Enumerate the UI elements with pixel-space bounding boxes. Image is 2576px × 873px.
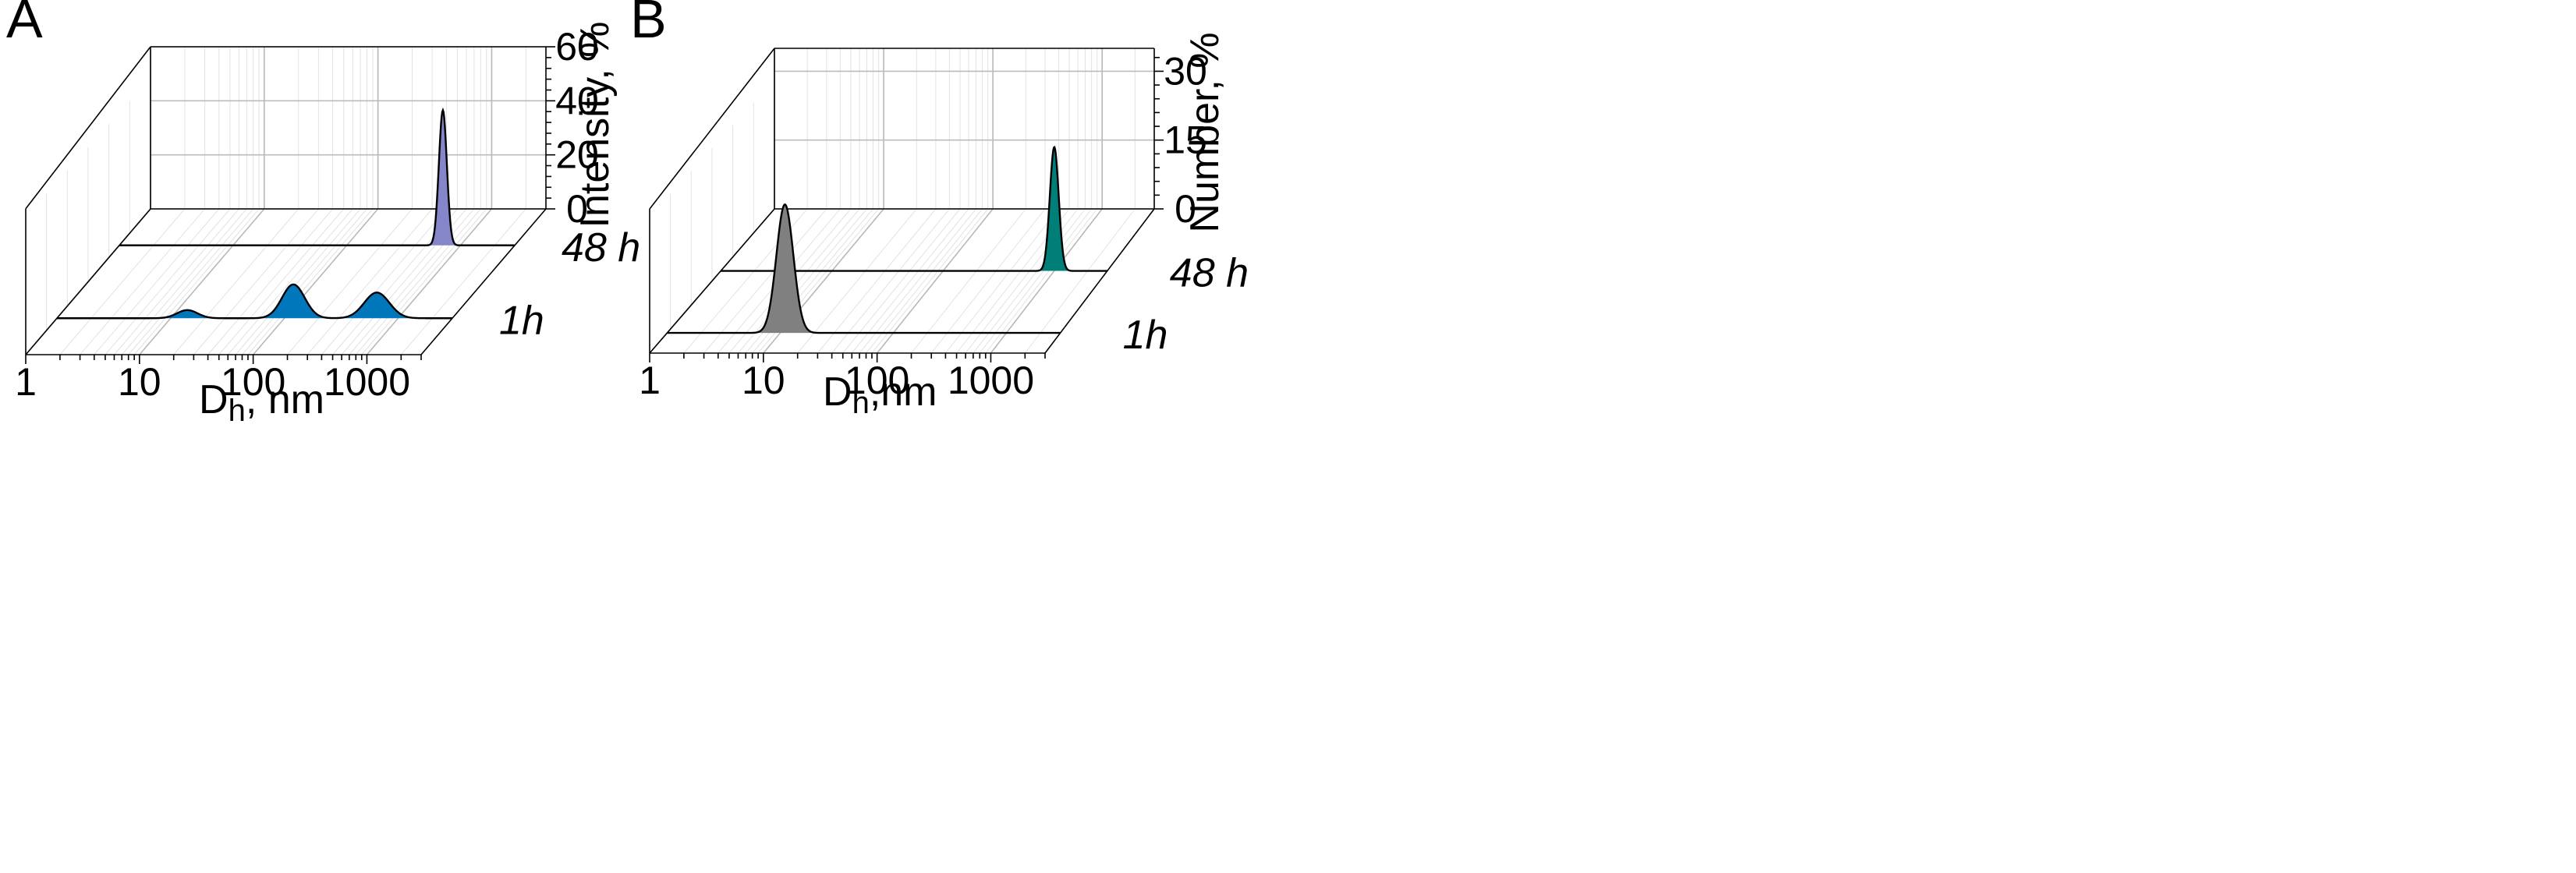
floor-grid-line xyxy=(114,208,239,355)
floor-grid-line xyxy=(306,208,433,355)
floor-grid-line xyxy=(400,208,526,355)
floor-grid-line xyxy=(817,208,937,354)
x-tick-label: 1000 xyxy=(324,360,410,404)
series-area-fill xyxy=(119,110,515,246)
floor-grid-line xyxy=(797,208,917,354)
floor-grid-line xyxy=(193,208,319,355)
series-line xyxy=(119,107,515,246)
floor-grid-line xyxy=(871,208,989,354)
x-axis-ticks xyxy=(25,355,422,364)
floor-grid-line xyxy=(851,208,969,354)
x-tick-label: 100 xyxy=(845,359,909,402)
floor-grid-line xyxy=(355,208,481,355)
y-tick-label: 20 xyxy=(555,133,599,177)
grid-lines xyxy=(649,48,1155,354)
x-tick-label: 10 xyxy=(118,360,161,404)
floor-grid-line xyxy=(321,208,447,355)
y-tick-label: 40 xyxy=(555,79,599,122)
x-axis-label-unit: ,nm xyxy=(870,369,937,415)
left-depth-edge xyxy=(649,208,775,354)
floor-grid-line xyxy=(703,208,827,354)
floor-grid-line xyxy=(128,208,254,355)
panel-letter: A xyxy=(6,0,43,49)
floor-grid-line xyxy=(366,208,493,355)
x-axis-label-main: D xyxy=(199,377,229,422)
floor-grid-line xyxy=(121,208,247,355)
floor-grid-line xyxy=(207,208,333,355)
floor-grid-line xyxy=(831,208,950,354)
floor-grid-line xyxy=(842,208,961,354)
y-tick-label: 30 xyxy=(1164,49,1207,93)
floor-grid-line xyxy=(985,208,1098,354)
floor-grid-line xyxy=(973,208,1086,354)
floor-grid-line xyxy=(139,208,265,355)
x-axis-label-subscript: h xyxy=(229,394,246,428)
side-top-edge xyxy=(649,48,775,210)
side-top-edge xyxy=(25,46,151,210)
right-depth-axis xyxy=(420,208,547,355)
floor-grid-line xyxy=(979,208,1092,354)
floor-grid-line xyxy=(1024,208,1136,354)
floor-grid-line xyxy=(930,208,1046,354)
axes-frame xyxy=(25,46,547,355)
left-depth-edge xyxy=(25,208,151,355)
floor-grid-line xyxy=(945,208,1059,354)
floor-grid-line xyxy=(287,208,413,355)
x-axis-label-main: D xyxy=(823,369,852,415)
y-tick-label: 60 xyxy=(555,25,599,69)
floor-grid-line xyxy=(866,208,983,354)
y-tick-label: 0 xyxy=(1175,187,1196,231)
series-label: 1h xyxy=(499,298,544,343)
series-label: 48 h xyxy=(562,225,640,270)
floor-grid-line xyxy=(227,208,353,355)
series-area-fill xyxy=(57,284,452,319)
floor-grid-line xyxy=(80,208,205,355)
x-axis-label-unit: , nm xyxy=(246,377,324,422)
floor-grid-line xyxy=(876,208,994,354)
floor-grid-line xyxy=(218,208,345,355)
floor-grid-line xyxy=(94,208,220,355)
floor-grid-line xyxy=(247,208,374,355)
series-line xyxy=(667,203,1061,334)
x-tick-label: 1000 xyxy=(948,359,1034,402)
floor-grid-line xyxy=(361,208,487,355)
x-tick-label: 1 xyxy=(15,360,37,404)
panel-letter: B xyxy=(630,0,667,49)
x-axis-label: Dh, nm xyxy=(199,377,324,428)
floor-grid-line xyxy=(105,208,231,355)
floor-grid-line xyxy=(59,208,186,355)
axes-frame xyxy=(649,48,1155,354)
floor-grid-line xyxy=(242,208,367,355)
floor-grid-line xyxy=(911,208,1026,354)
y-axis-label: Number, % xyxy=(1182,32,1228,232)
y-axis-label: Intensity, % xyxy=(572,22,618,228)
floor-grid-line xyxy=(253,208,379,355)
floor-grid-line xyxy=(133,208,260,355)
floor-grid-line xyxy=(859,208,976,354)
y-tick-label: 0 xyxy=(566,187,588,231)
x-axis-label-subscript: h xyxy=(852,386,870,420)
x-axis-label: Dh,nm xyxy=(823,369,937,420)
x-axis-ticks xyxy=(649,353,1046,362)
right-depth-axis xyxy=(1044,208,1155,354)
floor-grid-line xyxy=(738,208,860,354)
series-line xyxy=(57,283,452,320)
series-label: 48 h xyxy=(1170,251,1249,296)
floor-grid-line xyxy=(173,208,299,355)
floor-grid-line xyxy=(349,208,475,355)
x-tick-label: 10 xyxy=(742,359,785,402)
series-label: 1h xyxy=(1123,313,1168,358)
y-tick-label: 15 xyxy=(1164,118,1207,162)
floor-grid-line xyxy=(235,208,361,355)
x-tick-label: 1 xyxy=(639,359,661,402)
floor-grid-line xyxy=(990,208,1103,354)
x-tick-label: 100 xyxy=(221,360,285,404)
